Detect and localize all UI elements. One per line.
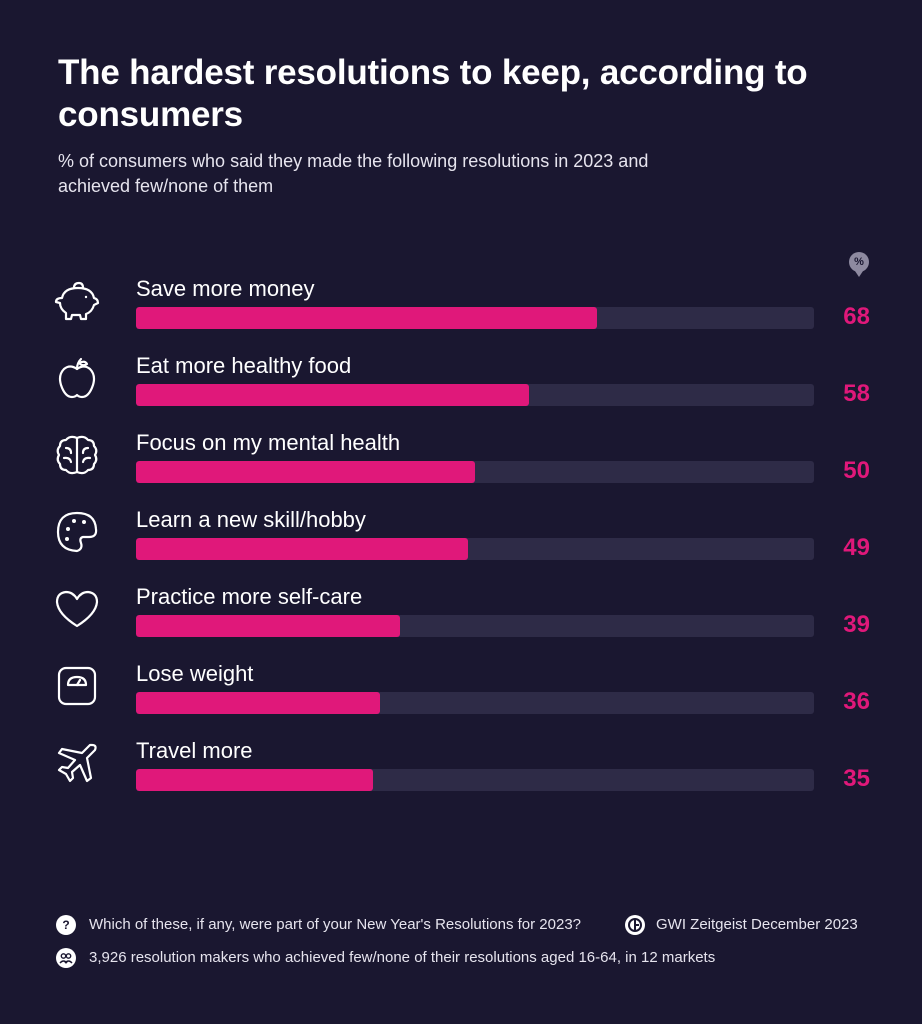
bar xyxy=(136,692,381,714)
bar-track xyxy=(136,692,814,714)
bar-track xyxy=(136,307,814,329)
bar xyxy=(136,461,475,483)
percent-unit-badge: % xyxy=(849,252,869,277)
people-icon xyxy=(56,948,76,968)
bar-value-label: 58 xyxy=(843,380,870,407)
bar-value-label: 49 xyxy=(843,534,870,561)
bar-track xyxy=(136,538,814,560)
bar-row: Eat more healthy food 58 xyxy=(0,353,922,430)
bar-value-label: 35 xyxy=(843,765,870,792)
bar-track xyxy=(136,615,814,637)
bar-row: Lose weight 36 xyxy=(0,661,922,738)
question-icon: ? xyxy=(56,915,76,935)
bar-value-label: 39 xyxy=(843,611,870,638)
bar-row: Travel more 35 xyxy=(0,738,922,815)
chart-subtitle: % of consumers who said they made the fo… xyxy=(58,151,649,196)
scale-icon xyxy=(52,661,102,711)
bar-label: Focus on my mental health xyxy=(136,430,401,455)
bar-value-label: 68 xyxy=(843,303,870,330)
bar-row: Learn a new skill/hobby 49 xyxy=(0,507,922,584)
palette-icon xyxy=(52,507,102,557)
bar xyxy=(136,307,598,329)
bar-label: Learn a new skill/hobby xyxy=(136,507,366,532)
chart-title: The hardest resolutions to keep, accordi… xyxy=(58,53,808,134)
bar-row: Focus on my mental health 50 xyxy=(0,430,922,507)
bar-value-label: 50 xyxy=(843,457,870,484)
bar-track xyxy=(136,461,814,483)
bar-label: Lose weight xyxy=(136,661,254,686)
apple-icon xyxy=(52,353,102,403)
piggy-bank-icon xyxy=(52,276,102,326)
bar-label: Save more money xyxy=(136,276,315,301)
brain-icon xyxy=(52,430,102,480)
bar-label: Eat more healthy food xyxy=(136,353,352,378)
gwi-logo-icon xyxy=(625,915,645,935)
bar xyxy=(136,615,401,637)
survey-question: Which of these, if any, were part of you… xyxy=(89,916,582,933)
bar-label: Practice more self-care xyxy=(136,584,363,609)
bar-track xyxy=(136,384,814,406)
bar-row: Save more money 68 xyxy=(0,276,922,353)
bar-value-label: 36 xyxy=(843,688,870,715)
sample-base: 3,926 resolution makers who achieved few… xyxy=(89,949,716,966)
source-label: GWI Zeitgeist December 2023 xyxy=(656,916,858,933)
bar-label: Travel more xyxy=(136,738,253,763)
airplane-icon xyxy=(52,738,102,788)
heart-icon xyxy=(52,584,102,634)
bar xyxy=(136,769,374,791)
bar-track xyxy=(136,769,814,791)
bar xyxy=(136,384,530,406)
bar-row: Practice more self-care 39 xyxy=(0,584,922,661)
bar xyxy=(136,538,469,560)
